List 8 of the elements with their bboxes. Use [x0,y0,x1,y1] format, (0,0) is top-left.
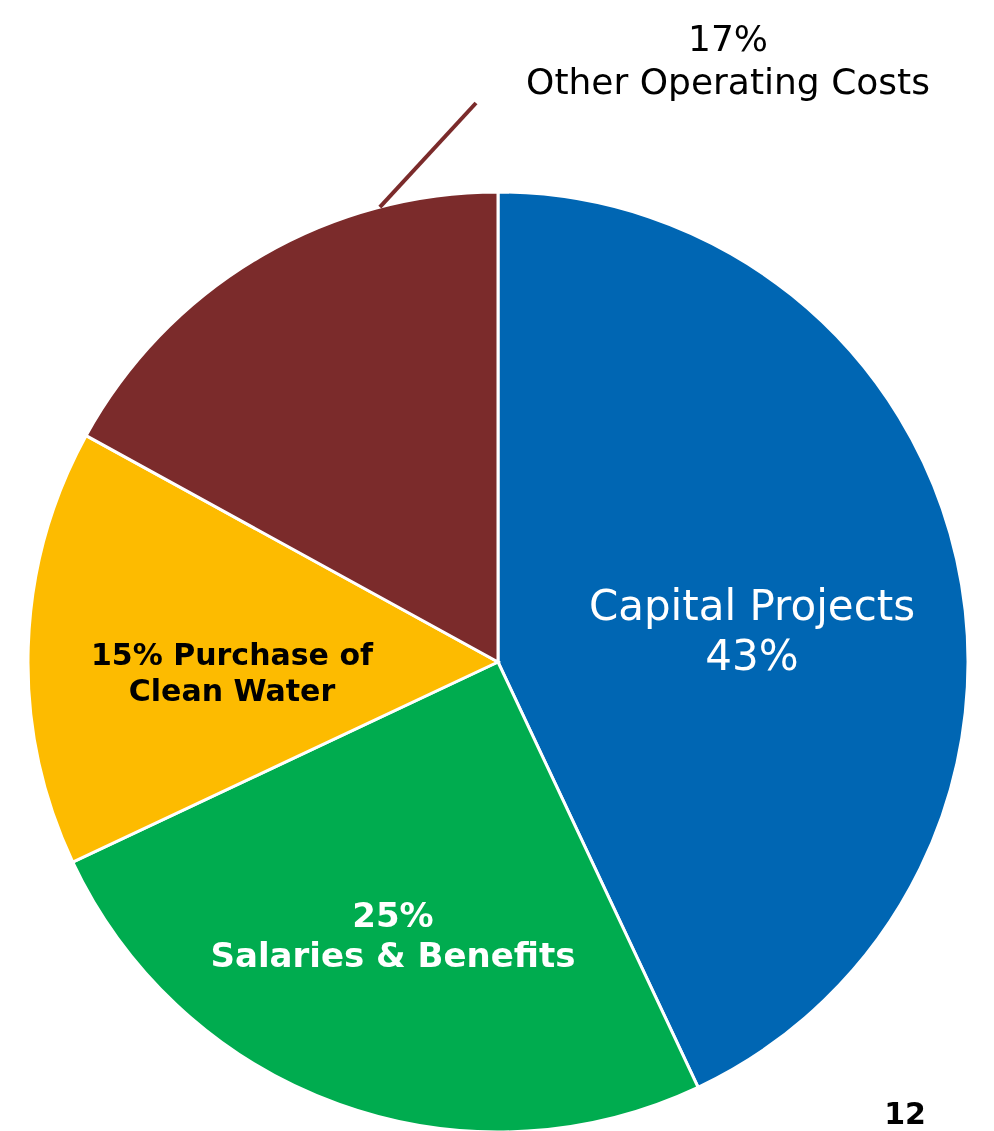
slice-label: Other Operating Costs [526,61,930,103]
slice-label: Capital Projects [588,580,916,630]
data-label: 43% [705,630,799,680]
slice-label: 15% Purchase of Clean Water [90,636,374,708]
data-label: 25% [352,894,434,935]
slice-label: Salaries & Benefits [210,935,576,976]
data-label: 17% [687,18,769,59]
text: 12 [884,1096,926,1131]
